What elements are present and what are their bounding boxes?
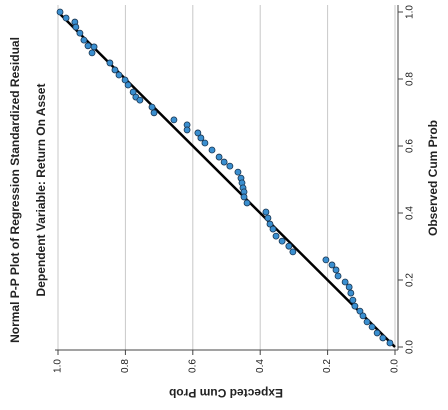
point xyxy=(115,71,123,79)
point xyxy=(243,199,251,207)
chart-title: Normal P-P Plot of Regression Standardiz… xyxy=(8,37,22,343)
point xyxy=(170,116,178,124)
point xyxy=(345,283,353,291)
point xyxy=(373,329,381,337)
y-tick-label: 1.0 xyxy=(53,359,64,373)
y-tick-label: 0.6 xyxy=(187,359,198,373)
point xyxy=(121,76,129,84)
point xyxy=(234,168,242,176)
x-tick-label: 1.0 xyxy=(405,5,416,19)
point xyxy=(334,272,342,280)
x-tick-label: 0.2 xyxy=(405,273,416,287)
y-tick-label: 0.4 xyxy=(255,359,266,373)
point xyxy=(269,225,277,233)
point xyxy=(183,126,191,134)
point xyxy=(201,139,209,147)
point xyxy=(368,323,376,331)
point xyxy=(322,256,330,264)
point xyxy=(76,29,84,37)
point xyxy=(90,43,98,51)
point xyxy=(226,162,234,170)
chart-subtitle: Dependent Variable: Return On Asset xyxy=(34,84,48,297)
x-tick-label: 0.0 xyxy=(405,340,416,354)
point xyxy=(220,158,228,166)
point xyxy=(328,261,336,269)
point xyxy=(266,220,274,228)
point xyxy=(341,278,349,286)
y-tick-label: 0.8 xyxy=(120,359,131,373)
point xyxy=(386,339,394,347)
point xyxy=(111,66,119,74)
point xyxy=(272,232,280,240)
point xyxy=(62,14,70,22)
point xyxy=(56,8,64,16)
point xyxy=(278,237,286,245)
point xyxy=(88,49,96,57)
point xyxy=(285,242,293,250)
y-axis-title: Expected Cum Prob xyxy=(169,386,283,400)
x-tick-label: 0.8 xyxy=(405,72,416,86)
point xyxy=(347,289,355,297)
point xyxy=(264,214,272,222)
point xyxy=(359,312,367,320)
point xyxy=(197,134,205,142)
point xyxy=(349,296,357,304)
point xyxy=(356,307,364,315)
x-tick-label: 0.4 xyxy=(405,206,416,220)
point xyxy=(262,208,270,216)
point xyxy=(215,153,223,161)
point xyxy=(351,302,359,310)
point xyxy=(208,146,216,154)
y-tick-label: 0.0 xyxy=(390,359,401,373)
point xyxy=(379,334,387,342)
point xyxy=(150,109,158,117)
x-tick-label: 0.6 xyxy=(405,139,416,153)
point xyxy=(80,36,88,44)
point xyxy=(72,23,80,31)
point xyxy=(240,193,248,201)
point xyxy=(148,103,156,111)
point xyxy=(332,266,340,274)
point xyxy=(194,129,202,137)
point xyxy=(289,248,297,256)
x-axis-title: Observed Cum Prob xyxy=(426,120,440,236)
point xyxy=(363,318,371,326)
point xyxy=(84,42,92,50)
y-tick-label: 0.2 xyxy=(322,359,333,373)
point xyxy=(106,59,114,67)
point xyxy=(124,81,132,89)
point xyxy=(136,96,144,104)
